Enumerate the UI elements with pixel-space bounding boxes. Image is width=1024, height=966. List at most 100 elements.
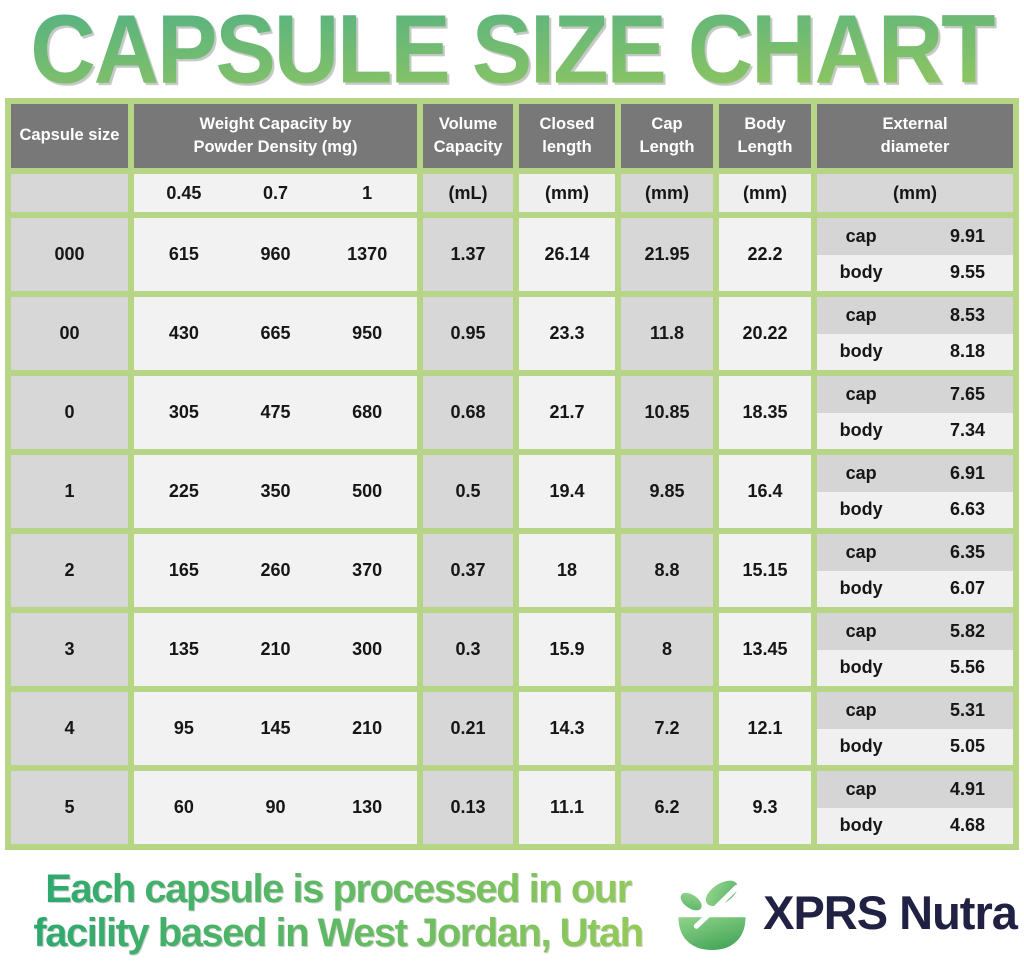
facility-note-line1: Each capsule is processed in our: [6, 867, 670, 911]
external-diameter-cell: cap 6.91 body 6.63: [817, 455, 1013, 528]
unit-cell-cap: (mm): [621, 174, 713, 212]
capsule-size-cell: 3: [11, 613, 128, 686]
external-diameter-cell: cap 6.35 body 6.07: [817, 534, 1013, 607]
col-header-label: Volume: [438, 114, 498, 133]
cap-length-cell: 11.8: [621, 297, 713, 370]
external-body-row: body 9.55: [817, 254, 1013, 291]
weight-value: 95: [173, 718, 194, 738]
weight-capacity-cell: 165 260 370: [134, 534, 417, 607]
ext-body-label: body: [839, 578, 883, 599]
ext-body-label: body: [839, 420, 883, 441]
unit-cell-external: (mm): [817, 174, 1013, 212]
external-body-row: body 4.68: [817, 807, 1013, 844]
col-header-label: Capsule size: [19, 126, 120, 145]
capsule-size-cell: 000: [11, 218, 128, 291]
ext-body-value: 7.34: [949, 420, 985, 441]
ext-cap-label: cap: [845, 383, 877, 404]
weight-value: 210: [352, 718, 383, 738]
ext-body-label: body: [839, 499, 883, 520]
capsule-size-cell: 0: [11, 376, 128, 449]
col-header-external-diameter: External diameter: [817, 104, 1013, 168]
volume-cell: 0.3: [423, 613, 513, 686]
external-cap-row: cap 5.82: [817, 613, 1013, 650]
weight-value: 225: [168, 481, 199, 501]
unit-cell-volume: (mL): [423, 174, 513, 212]
facility-note-line2: facility based in West Jordan, Utah: [6, 911, 670, 955]
ext-body-label: body: [839, 736, 883, 757]
col-header-label: length: [542, 138, 592, 156]
closed-length-cell: 26.14: [519, 218, 615, 291]
external-diameter-cell: cap 5.82 body 5.56: [817, 613, 1013, 686]
external-diameter-cell: cap 9.91 body 9.55: [817, 218, 1013, 291]
cap-length-cell: 21.95: [621, 218, 713, 291]
closed-length-cell: 21.7: [519, 376, 615, 449]
col-header-label: diameter: [880, 138, 950, 156]
capsule-size-cell: 5: [11, 771, 128, 844]
unit-cell-capsule-size: [11, 174, 128, 212]
ext-cap-value: 6.35: [949, 541, 985, 562]
volume-cell: 0.37: [423, 534, 513, 607]
body-length-cell: 13.45: [719, 613, 811, 686]
ext-body-value: 6.07: [949, 578, 985, 599]
capsule-size-cell: 4: [11, 692, 128, 765]
weight-value: 665: [260, 323, 291, 343]
ext-cap-label: cap: [845, 304, 877, 325]
weight-capacity-cell: 135 210 300: [134, 613, 417, 686]
col-header-body-length: Body Length: [719, 104, 811, 168]
external-cap-row: cap 8.53: [817, 297, 1013, 334]
ext-body-label: body: [839, 262, 883, 283]
ext-cap-value: 4.91: [949, 778, 985, 799]
capsule-size-cell: 00: [11, 297, 128, 370]
volume-cell: 0.13: [423, 771, 513, 844]
cap-length-cell: 8: [621, 613, 713, 686]
cap-length-cell: 8.8: [621, 534, 713, 607]
weight-value: 1370: [347, 244, 388, 264]
col-header-label: Cap: [651, 114, 683, 133]
external-body-row: body 6.63: [817, 491, 1013, 528]
weight-capacity-cell: 305 475 680: [134, 376, 417, 449]
body-length-cell: 20.22: [719, 297, 811, 370]
external-cap-row: cap 6.91: [817, 455, 1013, 492]
weight-value: 145: [260, 718, 291, 738]
weight-value: 475: [260, 402, 291, 422]
ext-cap-value: 7.65: [949, 383, 985, 404]
weight-value: 90: [265, 797, 286, 817]
col-header-cap-length: Cap Length: [621, 104, 713, 168]
external-cap-row: cap 6.35: [817, 534, 1013, 571]
weight-value: 680: [352, 402, 383, 422]
capsule-size-cell: 1: [11, 455, 128, 528]
ext-body-value: 9.55: [949, 262, 985, 283]
ext-cap-value: 8.53: [949, 304, 985, 325]
capsule-size-table: Capsule size Weight Capacity by Powder D…: [5, 98, 1019, 850]
unit-cell-density-levels: 0.45 0.7 1: [134, 174, 417, 212]
footer: Each capsule is processed in our facilit…: [0, 850, 1024, 966]
volume-cell: 0.95: [423, 297, 513, 370]
body-length-cell: 16.4: [719, 455, 811, 528]
col-header-label: External: [882, 114, 948, 133]
col-header-label: Weight Capacity by: [199, 114, 352, 133]
external-cap-row: cap 4.91: [817, 771, 1013, 808]
closed-length-cell: 15.9: [519, 613, 615, 686]
weight-value: 350: [260, 481, 291, 501]
ext-body-value: 5.05: [949, 736, 985, 757]
unit-cell-body: (mm): [719, 174, 811, 212]
weight-value: 305: [168, 402, 199, 422]
cap-length-cell: 9.85: [621, 455, 713, 528]
ext-cap-value: 5.31: [949, 699, 985, 720]
external-cap-row: cap 9.91: [817, 218, 1013, 255]
weight-value: 300: [352, 639, 383, 659]
ext-body-label: body: [839, 815, 883, 836]
weight-value: 210: [260, 639, 291, 659]
external-body-row: body 5.05: [817, 728, 1013, 765]
weight-capacity-cell: 430 665 950: [134, 297, 417, 370]
col-header-label: Length: [639, 138, 695, 156]
weight-value: 500: [352, 481, 383, 501]
ext-cap-label: cap: [845, 620, 877, 641]
weight-value: 130: [352, 797, 383, 817]
external-diameter-cell: cap 5.31 body 5.05: [817, 692, 1013, 765]
col-header-weight-capacity: Weight Capacity by Powder Density (mg): [134, 104, 417, 168]
weight-value: 135: [168, 639, 199, 659]
col-header-label: Capacity: [433, 138, 503, 156]
col-header-label: Length: [737, 138, 793, 156]
weight-value: 370: [352, 560, 383, 580]
